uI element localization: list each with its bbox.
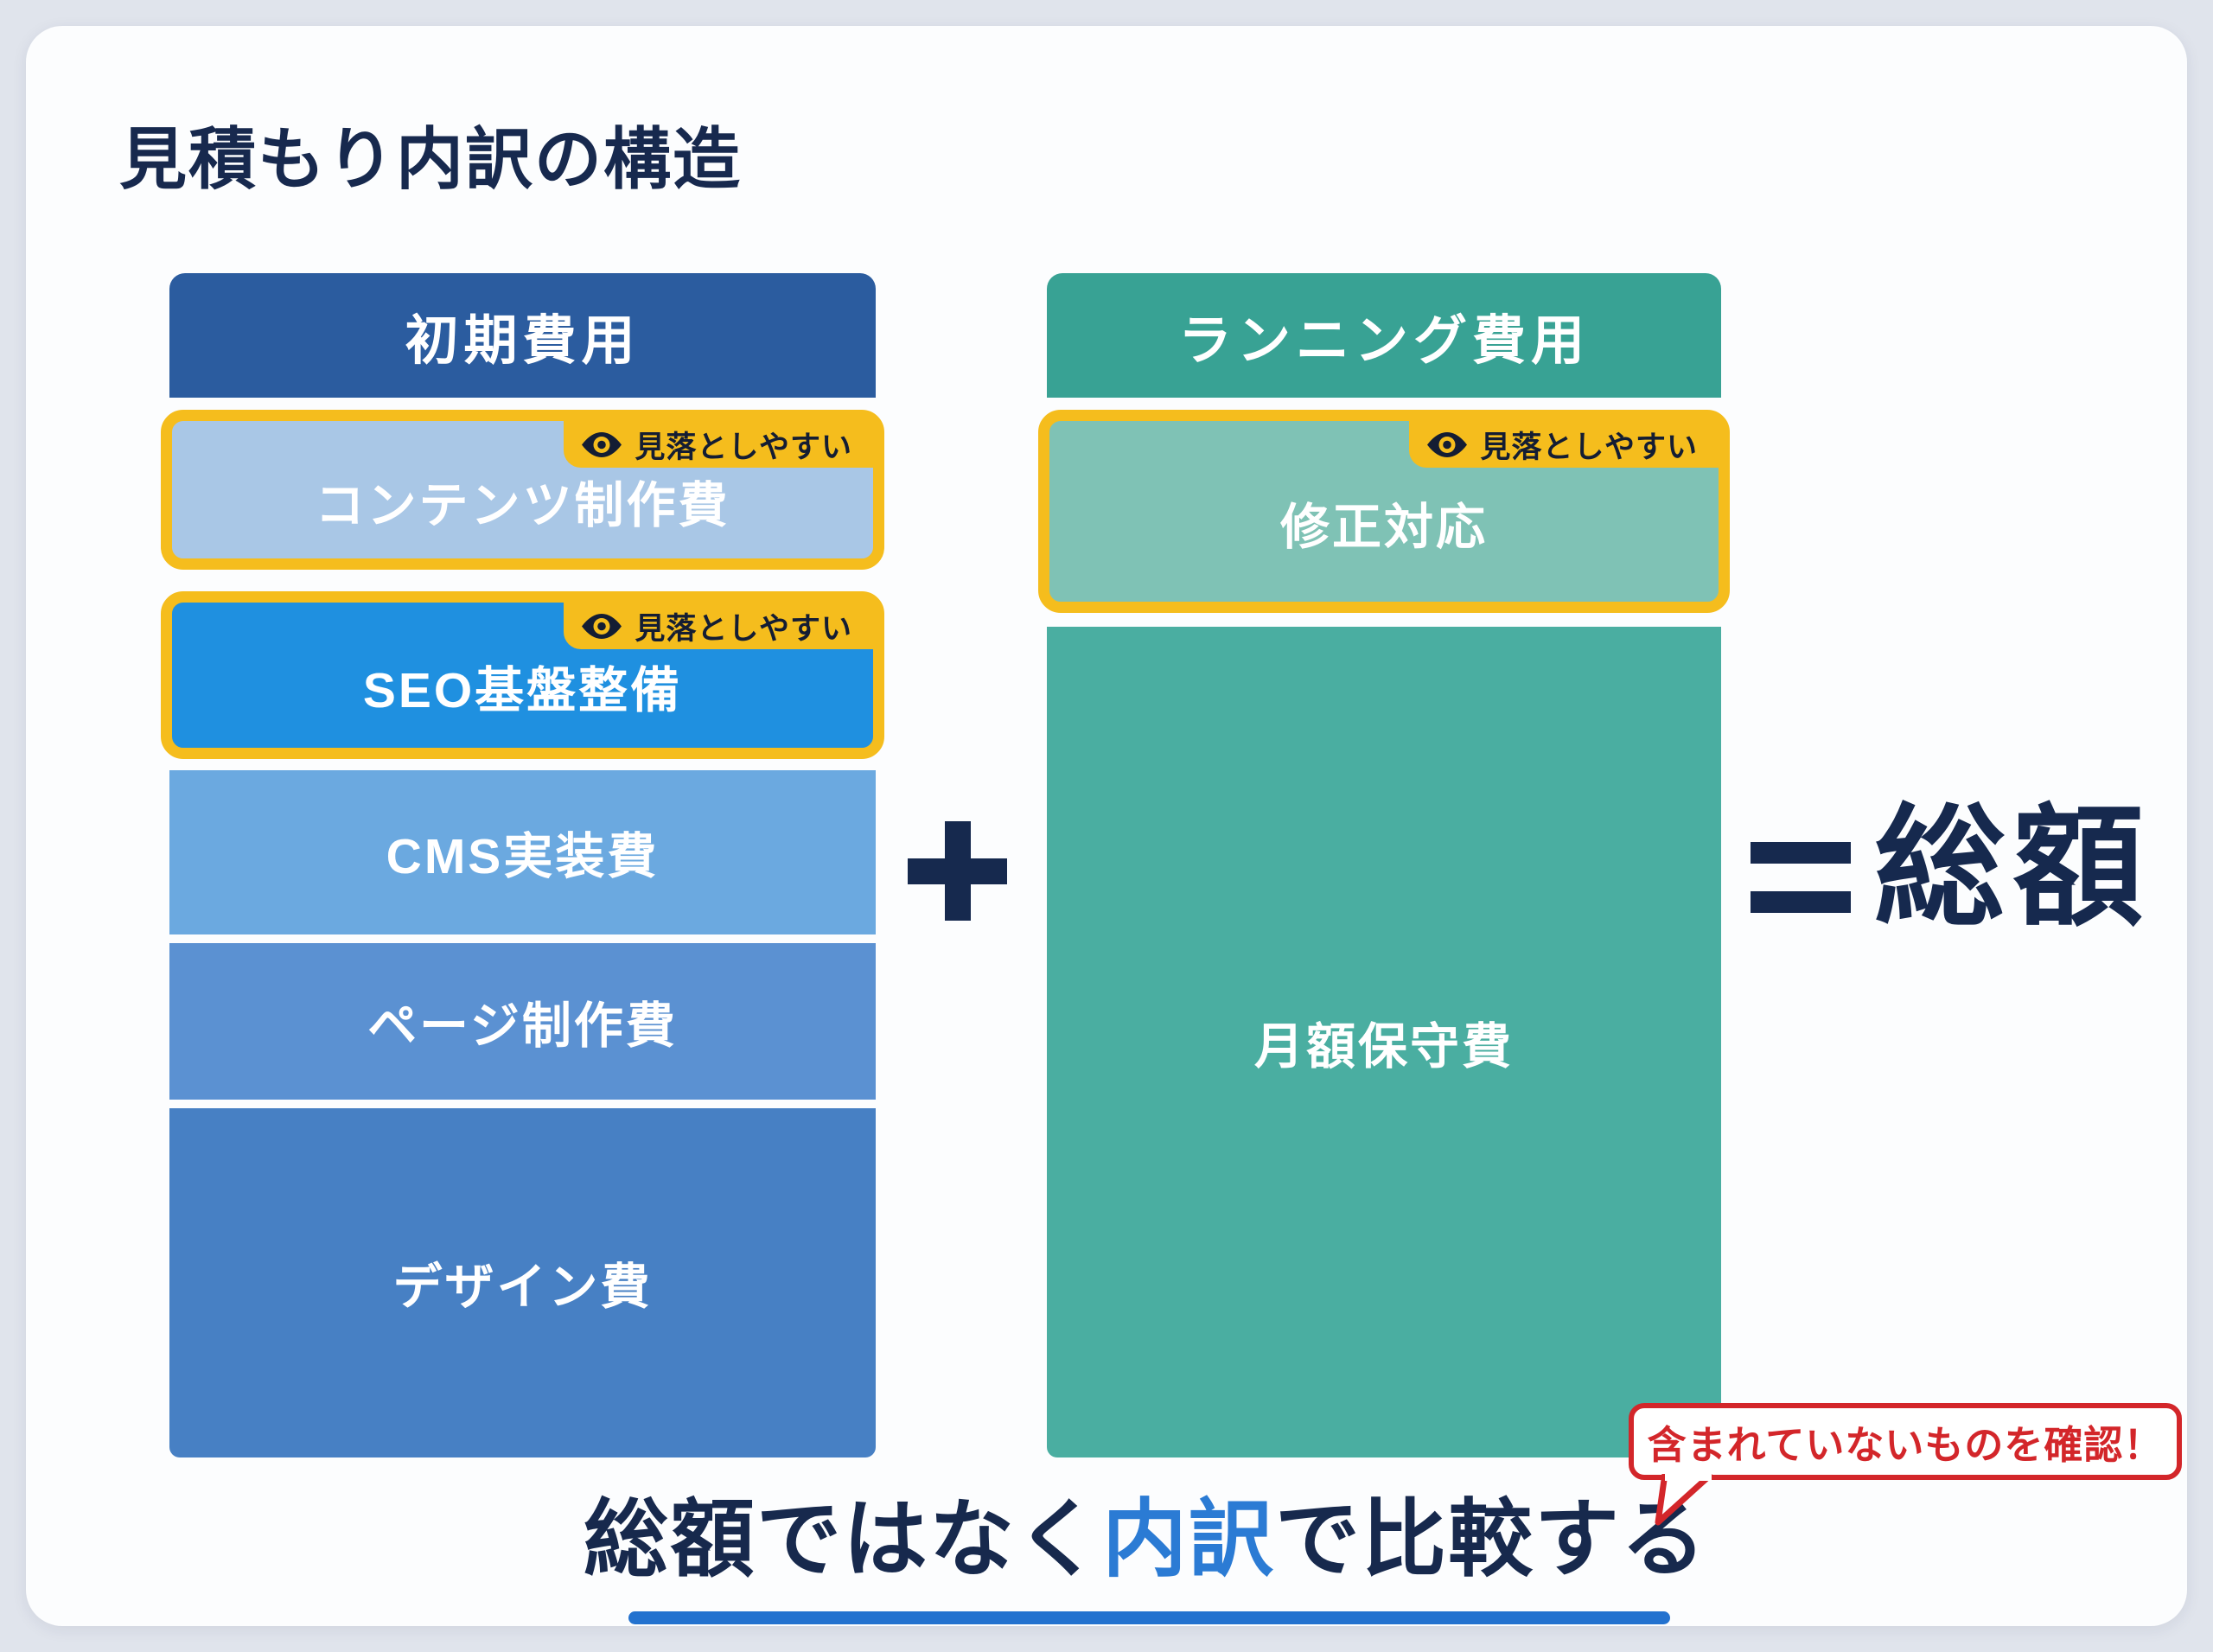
block-monthly-maintenance-cost: 月額保守費 bbox=[1047, 627, 1721, 1457]
overlook-badge-label: 見落としやすい bbox=[635, 430, 852, 464]
callout-bubble-tail bbox=[1655, 1474, 1714, 1526]
footer-message-prefix: 総額ではなく bbox=[583, 1491, 1102, 1586]
callout-bubble: 含まれていないものを確認！ bbox=[1629, 1403, 2182, 1526]
footer-message: 総額ではなく内訳で比較する bbox=[579, 1489, 1712, 1591]
block-label: CMS実装費 bbox=[386, 829, 660, 884]
equals-icon bbox=[1751, 842, 1851, 913]
block-label: 月額保守費 bbox=[1254, 1018, 1514, 1075]
initial-costs-header: 初期費用 bbox=[169, 273, 876, 398]
eye-icon bbox=[582, 613, 622, 639]
overlook-badge-label: 見落としやすい bbox=[1480, 430, 1698, 464]
running-costs-header: ランニング費用 bbox=[1047, 273, 1721, 398]
overlook-badge: 見落としやすい bbox=[564, 603, 873, 649]
total-label: 総額 bbox=[1874, 794, 2151, 941]
block-content-production-cost: コンテンツ制作費 見落としやすい bbox=[161, 410, 884, 570]
block-label: デザイン費 bbox=[392, 1260, 653, 1315]
block-label: SEO基盤整備 bbox=[362, 663, 683, 718]
infographic-card: 見積もり内訳の構造 初期費用 コンテンツ制作費 見落としやすい SEO基盤整備 … bbox=[26, 26, 2187, 1626]
plus-icon bbox=[908, 821, 1007, 921]
overlook-badge: 見落としやすい bbox=[1409, 421, 1719, 468]
block-label: コンテンツ制作費 bbox=[315, 477, 730, 533]
footer-message-suffix: で比較する bbox=[1275, 1491, 1708, 1586]
overlook-badge-label: 見落としやすい bbox=[635, 611, 852, 646]
block-seo-foundation: SEO基盤整備 見落としやすい bbox=[161, 591, 884, 759]
page-title: 見積もり内訳の構造 bbox=[119, 121, 743, 197]
overlook-badge: 見落としやすい bbox=[564, 421, 873, 468]
eye-icon bbox=[1427, 431, 1468, 457]
block-cms-implementation-cost: CMS実装費 bbox=[169, 770, 876, 934]
callout-text: 含まれていないものを確認！ bbox=[1647, 1423, 2164, 1467]
eye-icon bbox=[582, 431, 622, 457]
footer-underline bbox=[628, 1611, 1670, 1624]
block-design-cost: デザイン費 bbox=[169, 1108, 876, 1457]
block-label: 修正対応 bbox=[1280, 499, 1488, 555]
block-page-production-cost: ページ制作費 bbox=[169, 943, 876, 1100]
footer-message-highlight: 内訳 bbox=[1101, 1491, 1275, 1586]
block-label: ページ制作費 bbox=[367, 998, 678, 1054]
block-revision-support: 修正対応 見落としやすい bbox=[1038, 410, 1730, 613]
